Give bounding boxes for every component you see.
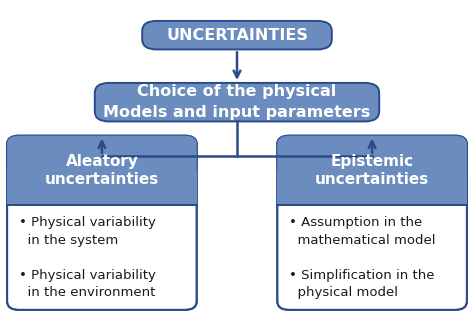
FancyBboxPatch shape <box>7 136 197 205</box>
Text: Epistemic
uncertainties: Epistemic uncertainties <box>315 154 429 187</box>
FancyBboxPatch shape <box>142 21 332 49</box>
FancyBboxPatch shape <box>7 136 197 310</box>
Text: • Physical variability
  in the system

• Physical variability
  in the environm: • Physical variability in the system • P… <box>19 216 156 299</box>
FancyBboxPatch shape <box>277 136 467 310</box>
FancyBboxPatch shape <box>277 136 467 205</box>
Text: Choice of the physical
Models and input parameters: Choice of the physical Models and input … <box>103 84 371 120</box>
Text: • Assumption in the
  mathematical model

• Simplification in the
  physical mod: • Assumption in the mathematical model •… <box>289 216 436 299</box>
Bar <box>277 171 467 205</box>
Bar <box>7 171 197 205</box>
Text: Aleatory
uncertainties: Aleatory uncertainties <box>45 154 159 187</box>
Text: UNCERTAINTIES: UNCERTAINTIES <box>166 28 308 43</box>
FancyBboxPatch shape <box>95 83 379 122</box>
